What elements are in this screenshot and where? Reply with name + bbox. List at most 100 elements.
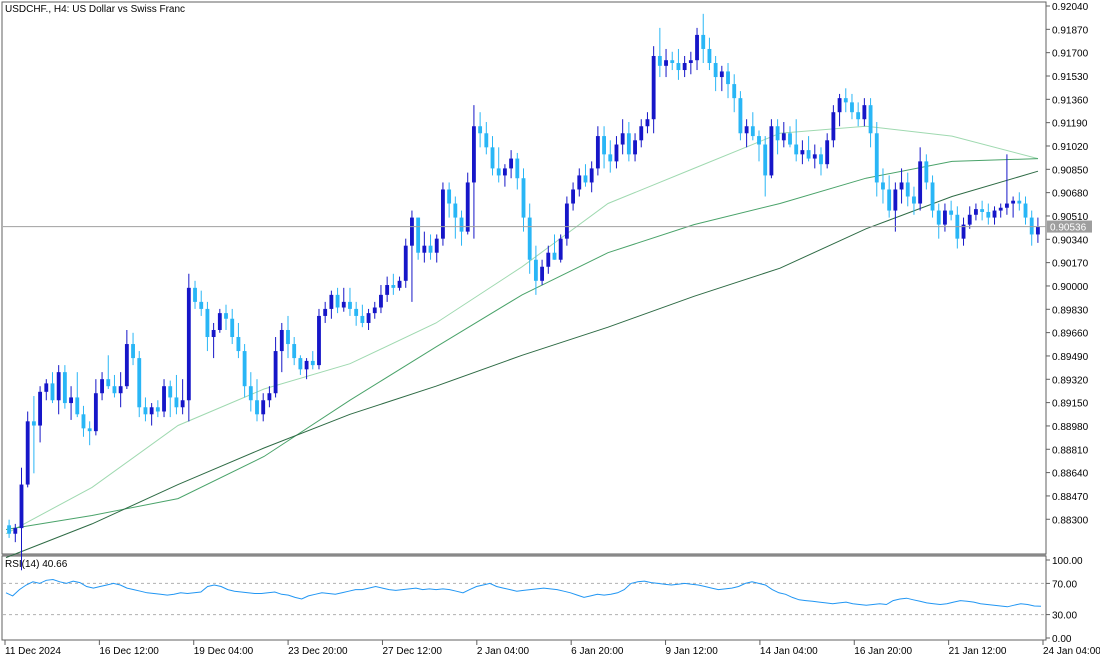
- candle-body: [7, 525, 12, 534]
- candle-body: [626, 133, 631, 155]
- candle: [992, 206, 997, 225]
- candle-body: [794, 144, 799, 155]
- candle-body: [788, 133, 792, 145]
- candle: [217, 308, 222, 333]
- candle: [7, 519, 12, 538]
- candle: [471, 105, 476, 239]
- candle-body: [564, 203, 569, 239]
- candle-body: [329, 294, 334, 309]
- candle-body: [317, 315, 321, 366]
- candle: [155, 400, 160, 418]
- candle-body: [286, 329, 290, 345]
- candle-body: [217, 313, 222, 330]
- candle-body: [602, 136, 606, 155]
- candle-body: [676, 63, 681, 71]
- candle: [515, 152, 520, 190]
- price-tick-label: 0.88300: [1052, 515, 1089, 526]
- candle-body: [168, 386, 173, 398]
- candle: [664, 48, 668, 78]
- candle: [180, 379, 185, 415]
- candle: [385, 276, 390, 302]
- candle-body: [267, 393, 272, 401]
- candle: [719, 65, 724, 92]
- candle-body: [502, 168, 507, 176]
- rsi-tick-label: 0.00: [1052, 634, 1072, 645]
- candle: [595, 126, 600, 176]
- candle-body: [583, 175, 588, 183]
- candle: [564, 196, 569, 246]
- candle-body: [434, 238, 439, 253]
- current-price-line: 0.90536: [3, 220, 1092, 234]
- candle-body: [87, 428, 92, 432]
- candle: [354, 301, 359, 326]
- candle: [961, 217, 966, 246]
- candle-body: [304, 360, 309, 370]
- candle: [1017, 192, 1022, 211]
- candle: [137, 351, 142, 418]
- candle-body: [379, 294, 383, 308]
- candle-body: [608, 154, 613, 162]
- rsi-panel-border: [1, 555, 1047, 641]
- candle: [589, 161, 594, 193]
- candle: [905, 172, 910, 207]
- time-tick-label: 16 Dec 12:00: [99, 646, 159, 657]
- price-tick-label: 0.89830: [1052, 305, 1089, 316]
- candle: [25, 411, 30, 488]
- candle-body: [645, 119, 650, 127]
- candle: [521, 168, 526, 232]
- candle: [974, 203, 978, 221]
- candle-body: [887, 189, 892, 211]
- candle-body: [695, 34, 699, 61]
- candle-body: [614, 144, 619, 162]
- candle: [546, 245, 551, 274]
- candle-body: [856, 112, 861, 120]
- candle-body: [441, 189, 445, 239]
- candle: [162, 379, 166, 418]
- candle-body: [75, 397, 80, 415]
- time-axis: 11 Dec 2024 16 Dec 12:00 19 Dec 04:00 23 De…: [4, 640, 1100, 657]
- candle-body: [162, 386, 166, 412]
- price-tick-label: 0.88470: [1052, 492, 1089, 503]
- main-panel-border: [1, 1, 1047, 555]
- candle-body: [447, 189, 452, 204]
- candle-body: [967, 214, 972, 225]
- candle-body: [292, 344, 297, 359]
- candle: [75, 372, 80, 418]
- candle: [583, 164, 588, 187]
- candle: [552, 234, 557, 260]
- candle: [738, 91, 743, 141]
- candle-body: [422, 245, 427, 253]
- candle: [360, 304, 365, 328]
- candle-body: [62, 372, 67, 404]
- candle-body: [521, 178, 526, 218]
- candle: [44, 379, 49, 401]
- candle-body: [242, 351, 247, 387]
- candle: [831, 105, 836, 148]
- candle: [775, 119, 780, 155]
- candle: [478, 112, 483, 148]
- price-tick-label: 0.91190: [1052, 119, 1088, 130]
- candle: [540, 259, 545, 286]
- candle-body: [781, 133, 786, 141]
- candle: [323, 301, 328, 323]
- candle-body: [44, 383, 49, 392]
- candle-body: [670, 60, 675, 64]
- candle: [112, 374, 117, 398]
- candle-body: [986, 211, 991, 218]
- price-tick-label: 0.91360: [1052, 95, 1089, 106]
- candle-body: [533, 259, 538, 281]
- candle: [230, 308, 235, 345]
- ma-line-2: [5, 158, 1039, 530]
- candle: [490, 136, 495, 176]
- candle: [794, 119, 799, 162]
- candle: [769, 119, 774, 179]
- price-tick-label: 0.89150: [1052, 399, 1089, 410]
- candle-body: [509, 158, 514, 169]
- candle: [1004, 154, 1009, 215]
- candle-body: [149, 407, 154, 415]
- current-price-text: 0.90536: [1050, 223, 1087, 234]
- candle-body: [490, 147, 495, 169]
- candle-body: [763, 144, 768, 176]
